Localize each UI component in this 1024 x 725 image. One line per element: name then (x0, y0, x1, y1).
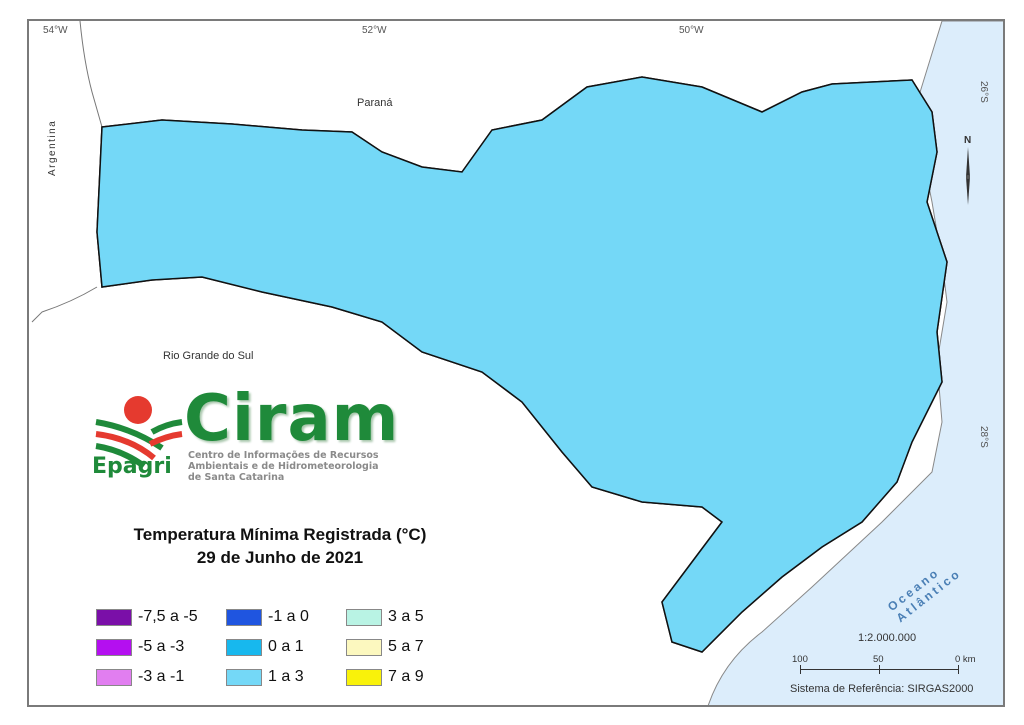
legend-label: -1 a 0 (268, 608, 309, 625)
map-frame: 54°W 52°W 50°W 26°S 28°S Paraná Argentin… (27, 19, 1005, 707)
map-title-line2: 29 de Junho de 2021 (196, 548, 364, 567)
scale-tick (958, 665, 959, 674)
legend-item: 5 a 7 (346, 638, 424, 656)
ciram-subtitle-line: Ambientais e de Hidrometeorologia (188, 461, 379, 472)
legend-label: -7,5 a -5 (138, 608, 198, 625)
map-title: Temperatura Mínima Registrada (°C) 29 de… (80, 523, 480, 569)
legend-label: 5 a 7 (388, 638, 424, 655)
legend-item: -1 a 0 (226, 608, 309, 626)
ciram-epagri-logo: Ciram Epagri Centro de Informações de Re… (92, 382, 398, 502)
scale-label: 100 (792, 654, 808, 665)
north-arrow-label: N (964, 135, 972, 146)
legend-swatch (226, 638, 262, 656)
legend-swatch (226, 608, 262, 626)
legend-label: -5 a -3 (138, 638, 185, 655)
longitude-tick: 50°W (679, 25, 704, 36)
legend-swatch (96, 668, 132, 686)
legend-item: -7,5 a -5 (96, 608, 198, 626)
longitude-tick: 54°W (43, 25, 68, 36)
legend-item: 7 a 9 (346, 668, 424, 686)
legend-label: 3 a 5 (388, 608, 424, 625)
epagri-logo-icon (95, 396, 183, 469)
legend-swatch (96, 608, 132, 626)
map-title-line1: Temperatura Mínima Registrada (°C) (133, 525, 427, 544)
legend-swatch (346, 668, 382, 686)
longitude-tick: 52°W (362, 25, 387, 36)
temperature-map (31, 21, 1003, 705)
scale-tick (800, 665, 801, 674)
label-rio-grande-do-sul: Rio Grande do Sul (163, 350, 254, 362)
label-parana: Paraná (357, 97, 393, 109)
ciram-subtitle-line: de Santa Catarina (188, 472, 285, 483)
legend-item: 3 a 5 (346, 608, 424, 626)
legend-item: 0 a 1 (226, 638, 304, 656)
legend-swatch (96, 638, 132, 656)
scale-tick (879, 665, 880, 674)
legend-swatch (346, 608, 382, 626)
reference-system: Sistema de Referência: SIRGAS2000 (790, 683, 974, 695)
north-arrow: N (961, 135, 977, 205)
ciram-subtitle-line: Centro de Informações de Recursos (188, 450, 379, 461)
label-argentina: Argentina (47, 119, 58, 176)
scale-ratio: 1:2.000.000 (858, 632, 917, 644)
latitude-tick: 28°S (978, 426, 989, 448)
legend-swatch (226, 668, 262, 686)
legend-item: 1 a 3 (226, 668, 304, 686)
legend-label: 0 a 1 (268, 638, 304, 655)
legend-label: 7 a 9 (388, 668, 424, 685)
ciram-subtitle: Centro de Informações de Recursos Ambien… (188, 450, 379, 483)
legend-item: -3 a -1 (96, 668, 184, 686)
ciram-wordmark: Ciram (184, 382, 400, 456)
north-arrow-icon (966, 147, 970, 205)
legend-label: -3 a -1 (138, 668, 185, 685)
legend-swatch (346, 638, 382, 656)
latitude-tick: 26°S (978, 81, 989, 103)
legend-item: -5 a -3 (96, 638, 184, 656)
epagri-wordmark: Epagri (92, 454, 172, 479)
scale-label: 50 (873, 654, 884, 665)
scale-label: 0 km (955, 654, 976, 665)
legend-label: 1 a 3 (268, 668, 304, 685)
